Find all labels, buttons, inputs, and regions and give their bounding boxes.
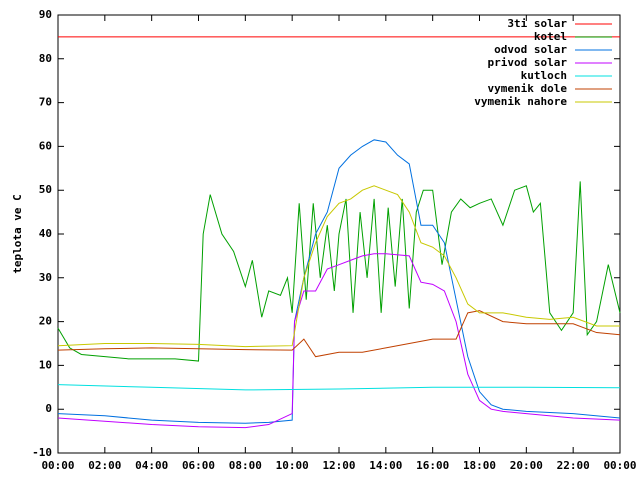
- x-tick-label: 04:00: [135, 459, 168, 472]
- series-line: [57, 181, 621, 362]
- legend-label: 3ti solar: [507, 17, 567, 30]
- y-tick-label: 60: [39, 139, 52, 152]
- x-tick-label: 14:00: [369, 459, 402, 472]
- y-tick-label: 70: [39, 96, 52, 109]
- series-line: [57, 253, 621, 429]
- x-tick-label: 20:00: [510, 459, 543, 472]
- x-tick-label: 16:00: [416, 459, 449, 472]
- y-tick-label: 80: [39, 52, 52, 65]
- x-tick-label: 00:00: [41, 459, 74, 472]
- x-tick-label: 22:00: [557, 459, 590, 472]
- y-tick-label: 10: [39, 358, 52, 371]
- x-tick-label: 18:00: [463, 459, 496, 472]
- x-tick-label: 00:00: [603, 459, 636, 472]
- legend-label: odvod solar: [494, 43, 567, 56]
- y-tick-label: 20: [39, 315, 52, 328]
- y-tick-label: 90: [39, 8, 52, 21]
- y-tick-label: 30: [39, 271, 52, 284]
- series-line: [57, 310, 621, 358]
- legend-label: vymenik nahore: [474, 95, 567, 108]
- legend-label: vymenik dole: [488, 82, 568, 95]
- y-tick-label: 0: [45, 402, 52, 415]
- series-line: [57, 139, 621, 424]
- y-axis-label: teplota ve C: [11, 194, 24, 273]
- x-tick-label: 08:00: [229, 459, 262, 472]
- x-tick-label: 02:00: [88, 459, 121, 472]
- legend-label: privod solar: [488, 56, 568, 69]
- legend-label: kutloch: [521, 69, 567, 82]
- x-tick-label: 10:00: [276, 459, 309, 472]
- series-line: [57, 185, 620, 348]
- x-tick-label: 12:00: [322, 459, 355, 472]
- y-tick-label: 50: [39, 183, 52, 196]
- series-line: [57, 384, 621, 391]
- legend-label: kotel: [534, 30, 567, 43]
- y-tick-label: -10: [32, 446, 52, 459]
- y-tick-label: 40: [39, 227, 52, 240]
- x-tick-label: 06:00: [182, 459, 215, 472]
